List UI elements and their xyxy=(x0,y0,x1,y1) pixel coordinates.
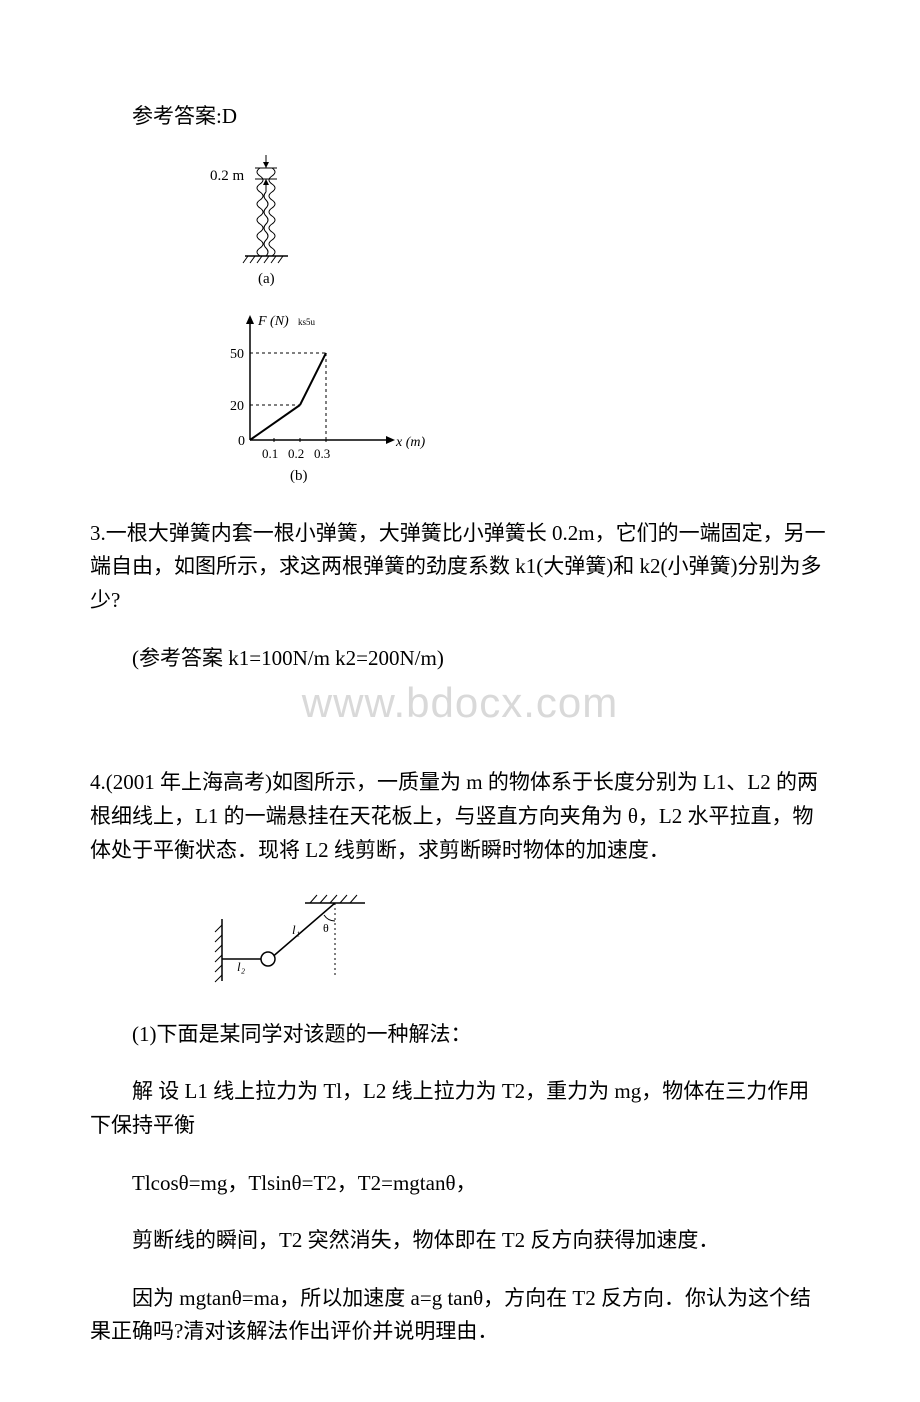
q4-sol3: 剪断线的瞬间，T2 突然消失，物体即在 T2 反方向获得加速度． xyxy=(90,1224,830,1258)
q4-sol4-text: 因为 mgtanθ=ma，所以加速度 a=g tanθ，方向在 T2 反方向．你… xyxy=(90,1282,830,1349)
svg-text:50: 50 xyxy=(230,347,244,362)
ylabel: F (N) xyxy=(257,314,289,329)
ks5u-label: ks5u xyxy=(298,317,316,327)
figure-graph-b: F (N) ks5u x (m) 50 20 0 0.1 0.2 0.3 (b) xyxy=(210,310,830,501)
sublabel-a: (a) xyxy=(258,271,275,287)
svg-text:0.2: 0.2 xyxy=(288,446,304,461)
svg-text:20: 20 xyxy=(230,399,244,414)
svg-text:θ: θ xyxy=(323,921,329,935)
svg-text:0.1: 0.1 xyxy=(262,446,278,461)
figure-q4-strings: θ l₁ l₂ xyxy=(210,891,830,1002)
xlabel: x (m) xyxy=(395,435,425,450)
svg-text:l₂: l₂ xyxy=(237,959,246,974)
question-4: 4.(2001 年上海高考)如图所示，一质量为 m 的物体系于长度分别为 L1、… xyxy=(90,766,830,867)
answer-reference: 参考答案:D xyxy=(90,100,830,134)
q4-text: 4.(2001 年上海高考)如图所示，一质量为 m 的物体系于长度分别为 L1、… xyxy=(90,770,818,861)
svg-text:(b): (b) xyxy=(290,468,308,484)
q4-sol4: 因为 mgtanθ=ma，所以加速度 a=g tanθ，方向在 T2 反方向．你… xyxy=(90,1282,830,1349)
svg-text:0: 0 xyxy=(238,434,245,449)
label-02m: 0.2 m xyxy=(210,168,245,184)
figure-spring-a: 0.2 m (a) xyxy=(210,150,830,301)
q3-text: 3.一根大弹簧内套一根小弹簧，大弹簧比小弹簧长 0.2m，它们的一端固定，另一端… xyxy=(90,521,826,612)
q4-sol1-text: 解 设 L1 线上拉力为 Tl，L2 线上拉力为 T2，重力为 mg，物体在三力… xyxy=(90,1075,830,1142)
question-3: 3.一根大弹簧内套一根小弹簧，大弹簧比小弹簧长 0.2m，它们的一端固定，另一端… xyxy=(90,517,830,618)
svg-text:0.3: 0.3 xyxy=(314,446,330,461)
q4-sub1: (1)下面是某同学对该题的一种解法： xyxy=(90,1018,830,1052)
q4-sol2: Tlcosθ=mg，Tlsinθ=T2，T2=mgtanθ， xyxy=(90,1167,830,1201)
watermark-text: www.bdocx.com xyxy=(90,669,830,736)
svg-text:l₁: l₁ xyxy=(292,922,300,937)
q4-sol1: 解 设 L1 线上拉力为 Tl，L2 线上拉力为 T2，重力为 mg，物体在三力… xyxy=(90,1075,830,1142)
